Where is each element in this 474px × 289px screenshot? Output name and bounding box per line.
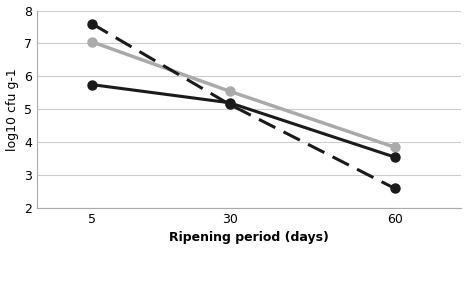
Y-axis label: log10 cfu g-1: log10 cfu g-1: [6, 68, 18, 151]
X-axis label: Ripening period (days): Ripening period (days): [169, 231, 329, 244]
